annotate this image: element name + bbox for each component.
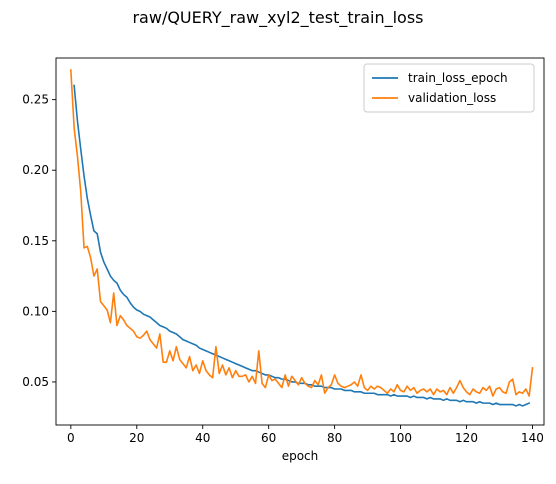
series-line-validation-loss	[69, 69, 534, 397]
x-axis-label: epoch	[282, 449, 319, 463]
legend-entry: train_loss_epoch	[408, 71, 508, 85]
y-tick-label: 0.05	[22, 375, 49, 389]
legend-entry: validation_loss	[408, 91, 496, 105]
series-line-train-loss-epoch	[73, 84, 531, 407]
x-tick-label: 40	[195, 431, 210, 445]
chart-title: raw/QUERY_raw_xyl2_test_train_loss	[132, 8, 424, 27]
y-tick-label: 0.10	[22, 304, 49, 318]
y-tick-label: 0.20	[22, 163, 49, 177]
y-tick-label: 0.15	[22, 234, 49, 248]
x-tick-label: 140	[521, 431, 544, 445]
x-tick-label: 100	[389, 431, 412, 445]
x-tick-label: 20	[129, 431, 144, 445]
axes-frame	[55, 57, 545, 426]
x-tick-label: 120	[455, 431, 478, 445]
y-tick-label: 0.25	[22, 93, 49, 107]
x-tick-label: 0	[67, 431, 75, 445]
x-tick-label: 80	[327, 431, 342, 445]
legend-box	[363, 63, 535, 113]
x-tick-label: 60	[261, 431, 276, 445]
